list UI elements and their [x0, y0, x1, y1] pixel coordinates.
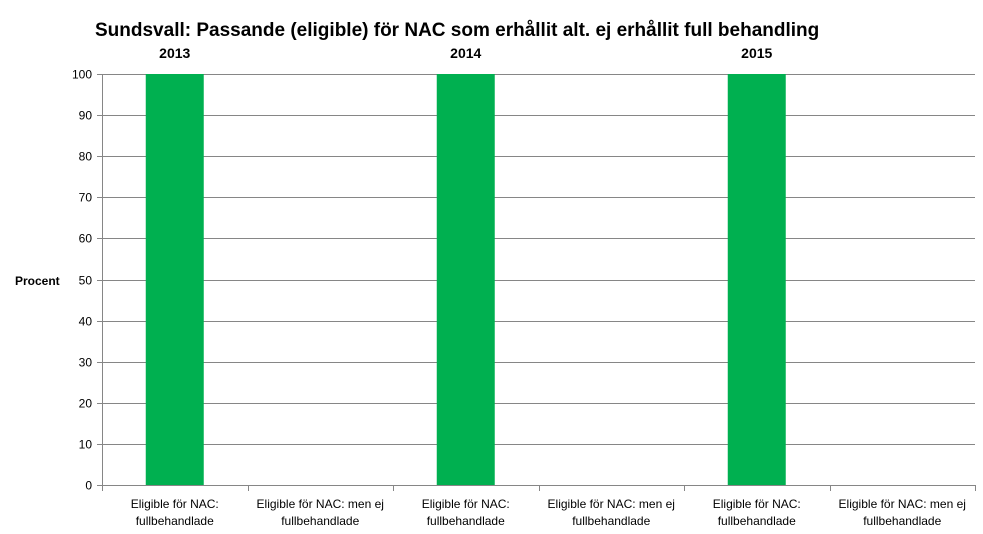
bar: [436, 74, 495, 485]
y-tick-label: 90: [79, 109, 93, 123]
category-label: Eligible för NAC:: [713, 497, 801, 511]
bars: [145, 74, 786, 485]
y-tick-label: 80: [79, 150, 93, 164]
chart-title: Sundsvall: Passande (eligible) för NAC s…: [95, 20, 819, 41]
year-label: 2013: [159, 45, 190, 61]
category-label: Eligible för NAC: men ej: [548, 497, 675, 511]
gridlines: [102, 74, 975, 445]
category-labels: Eligible för NAC: fullbehandlade Eligible …: [131, 497, 966, 528]
category-label: fullbehandlade: [863, 514, 941, 528]
year-label: 2014: [450, 45, 481, 61]
y-axis-label: Procent: [15, 274, 60, 288]
category-label: fullbehandlade: [427, 514, 505, 528]
bar: [727, 74, 786, 485]
y-tick-label: 50: [79, 274, 93, 288]
y-tick-label: 100: [72, 68, 92, 82]
year-label: 2015: [741, 45, 772, 61]
y-tick-label: 40: [79, 315, 93, 329]
category-label: fullbehandlade: [281, 514, 359, 528]
category-label: fullbehandlade: [572, 514, 650, 528]
axes: [102, 74, 976, 491]
bar: [145, 74, 204, 485]
category-label: fullbehandlade: [718, 514, 796, 528]
category-label: fullbehandlade: [136, 514, 214, 528]
y-tick-label: 70: [79, 191, 93, 205]
y-tick-label: 60: [79, 232, 93, 246]
year-group-labels: 2013 2014 2015: [159, 45, 772, 61]
y-tick-label: 20: [79, 397, 93, 411]
category-label: Eligible för NAC: men ej: [839, 497, 966, 511]
y-axis-ticks: 0 10 20 30 40 50 60 70 80 90 100: [72, 68, 102, 493]
y-tick-label: 30: [79, 356, 93, 370]
category-label: Eligible för NAC: men ej: [257, 497, 384, 511]
category-label: Eligible för NAC:: [131, 497, 219, 511]
category-label: Eligible för NAC:: [422, 497, 510, 511]
y-tick-label: 10: [79, 438, 93, 452]
y-tick-label: 0: [85, 479, 92, 493]
